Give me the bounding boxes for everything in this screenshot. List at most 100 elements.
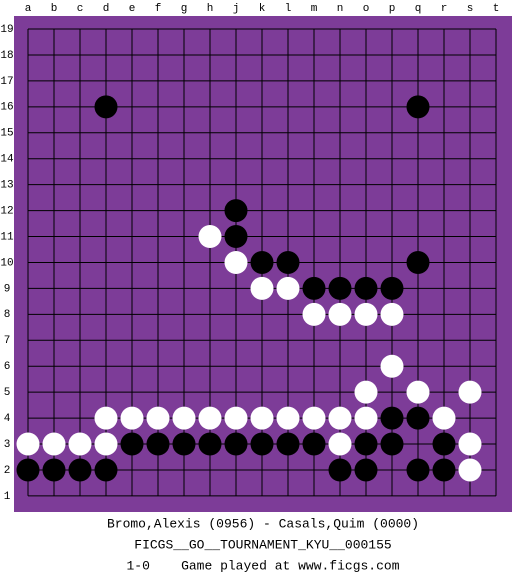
stone — [146, 432, 170, 456]
stone — [302, 302, 326, 326]
stone — [224, 432, 248, 456]
stone — [250, 276, 274, 300]
row-label: 5 — [4, 387, 11, 399]
stone — [328, 276, 352, 300]
stone — [354, 432, 378, 456]
stone — [302, 406, 326, 430]
stone — [354, 276, 378, 300]
stone — [172, 406, 196, 430]
stone — [432, 432, 456, 456]
stone — [406, 250, 430, 274]
stone — [250, 406, 274, 430]
stone — [42, 432, 66, 456]
stone — [354, 302, 378, 326]
result: 1-0 Game played at www.ficgs.com — [126, 558, 399, 573]
stone — [354, 406, 378, 430]
stone — [224, 250, 248, 274]
stone — [224, 199, 248, 223]
column-label: b — [51, 3, 58, 15]
column-label: e — [129, 3, 136, 15]
stone — [354, 380, 378, 404]
stone — [120, 406, 144, 430]
stone — [198, 225, 222, 249]
row-label: 8 — [4, 309, 11, 321]
row-label: 10 — [0, 257, 13, 269]
column-label: p — [389, 3, 396, 15]
stone — [224, 225, 248, 249]
stone — [302, 276, 326, 300]
row-label: 19 — [0, 24, 13, 36]
stone — [380, 406, 404, 430]
stone — [16, 458, 40, 482]
stone — [120, 432, 144, 456]
column-label: h — [207, 3, 214, 15]
stone — [406, 406, 430, 430]
players: Bromo,Alexis (0956) - Casals,Quim (0000) — [107, 516, 419, 531]
stone — [68, 432, 92, 456]
row-label: 18 — [0, 50, 13, 62]
stone — [302, 432, 326, 456]
stone — [380, 276, 404, 300]
stone — [94, 95, 118, 119]
stone — [68, 458, 92, 482]
row-label: 14 — [0, 154, 14, 166]
stone — [276, 250, 300, 274]
stone — [432, 406, 456, 430]
stone — [458, 458, 482, 482]
row-label: 9 — [4, 283, 11, 295]
stone — [458, 380, 482, 404]
stone — [276, 276, 300, 300]
stone — [276, 406, 300, 430]
row-label: 13 — [0, 180, 13, 192]
row-label: 1 — [4, 491, 11, 503]
row-label: 17 — [0, 76, 13, 88]
stone — [276, 432, 300, 456]
stone — [94, 432, 118, 456]
row-label: 2 — [4, 465, 11, 477]
row-label: 16 — [0, 102, 13, 114]
stone — [458, 432, 482, 456]
stone — [406, 95, 430, 119]
row-label: 3 — [4, 439, 11, 451]
stone — [328, 406, 352, 430]
column-label: m — [311, 3, 318, 15]
stone — [198, 406, 222, 430]
column-label: q — [415, 3, 422, 15]
stone — [250, 250, 274, 274]
column-label: f — [155, 3, 162, 15]
stone — [354, 458, 378, 482]
stone — [42, 458, 66, 482]
column-label: n — [337, 3, 344, 15]
stone — [198, 432, 222, 456]
stone — [250, 432, 274, 456]
column-label: c — [77, 3, 84, 15]
column-label: a — [25, 3, 32, 15]
stone — [94, 406, 118, 430]
stone — [380, 302, 404, 326]
stone — [146, 406, 170, 430]
row-label: 12 — [0, 205, 13, 217]
row-label: 11 — [0, 231, 14, 243]
column-label: t — [493, 3, 500, 15]
stone — [224, 406, 248, 430]
event: FICGS__GO__TOURNAMENT_KYU__000155 — [134, 537, 391, 552]
row-label: 6 — [4, 361, 11, 373]
column-label: k — [259, 3, 266, 15]
stone — [380, 354, 404, 378]
stone — [172, 432, 196, 456]
column-label: d — [103, 3, 110, 15]
column-label: l — [285, 3, 292, 15]
row-label: 15 — [0, 128, 13, 140]
row-label: 4 — [4, 413, 11, 425]
stone — [16, 432, 40, 456]
row-label: 7 — [4, 335, 11, 347]
stone — [406, 380, 430, 404]
stone — [94, 458, 118, 482]
column-label: o — [363, 3, 370, 15]
stone — [432, 458, 456, 482]
column-label: r — [441, 3, 448, 15]
column-label: g — [181, 3, 188, 15]
stone — [380, 432, 404, 456]
stone — [328, 432, 352, 456]
